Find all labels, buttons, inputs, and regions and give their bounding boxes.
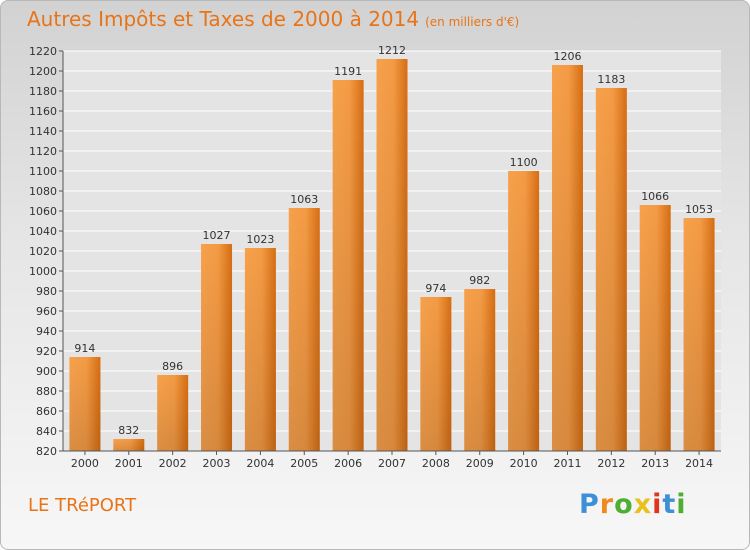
x-tick-label: 2001 bbox=[115, 457, 143, 470]
x-tick-label: 2000 bbox=[71, 457, 99, 470]
x-tick-label: 2003 bbox=[203, 457, 231, 470]
bar-value-label: 974 bbox=[425, 282, 446, 295]
bar-shade bbox=[201, 244, 233, 451]
y-tick-label: 900 bbox=[36, 365, 57, 378]
y-tick-label: 1200 bbox=[29, 65, 57, 78]
chart-title: Autres Impôts et Taxes de 2000 à 2014 (en… bbox=[27, 7, 519, 31]
bar-value-label: 1191 bbox=[334, 65, 362, 78]
y-tick-label: 860 bbox=[36, 405, 57, 418]
y-tick-label: 1020 bbox=[29, 245, 57, 258]
x-tick-label: 2006 bbox=[334, 457, 362, 470]
bars: 914 832 896 1027 1023 1063 1191 1212 974 982 1100 1… bbox=[69, 44, 715, 451]
logo-letter: r bbox=[599, 489, 615, 520]
bar-shade bbox=[288, 208, 320, 451]
bar-shade bbox=[464, 289, 496, 451]
chart-title-main: Autres Impôts et Taxes de 2000 à 2014 bbox=[27, 7, 420, 31]
y-tick-label: 820 bbox=[36, 445, 57, 458]
y-tick-label: 1080 bbox=[29, 185, 57, 198]
y-tick-label: 1060 bbox=[29, 205, 57, 218]
bar-value-label: 896 bbox=[162, 360, 183, 373]
y-tick-label: 840 bbox=[36, 425, 57, 438]
bar-value-label: 982 bbox=[469, 274, 490, 287]
bar-shade bbox=[551, 65, 583, 451]
y-tick-label: 980 bbox=[36, 285, 57, 298]
x-tick-label: 2008 bbox=[422, 457, 450, 470]
y-tick-label: 1180 bbox=[29, 85, 57, 98]
y-tick-label: 1120 bbox=[29, 145, 57, 158]
x-tick-label: 2002 bbox=[159, 457, 187, 470]
proxiti-logo: Proxiti bbox=[579, 489, 687, 520]
bar-value-label: 914 bbox=[74, 342, 95, 355]
logo-letter: P bbox=[579, 489, 600, 520]
y-tick-label: 1100 bbox=[29, 165, 57, 178]
bar-shade bbox=[113, 439, 145, 451]
logo-letter: i bbox=[652, 489, 663, 520]
bar-shade bbox=[639, 205, 671, 451]
place-name: LE TRéPORT bbox=[28, 495, 137, 516]
bar-shade bbox=[244, 248, 276, 451]
logo-letter: i bbox=[676, 489, 687, 520]
bar-value-label: 1212 bbox=[378, 44, 406, 57]
bar-shade bbox=[376, 59, 408, 451]
bar-value-label: 1183 bbox=[597, 73, 625, 86]
bar-shade bbox=[683, 218, 715, 451]
bar-value-label: 832 bbox=[118, 424, 139, 437]
bar-shade bbox=[157, 375, 189, 451]
bar-shade bbox=[420, 297, 452, 451]
bar-value-label: 1100 bbox=[510, 156, 538, 169]
y-tick-label: 940 bbox=[36, 325, 57, 338]
x-tick-label: 2010 bbox=[510, 457, 538, 470]
chart-subtitle: (en milliers d'€) bbox=[425, 15, 520, 29]
y-tick-label: 960 bbox=[36, 305, 57, 318]
x-tick-label: 2007 bbox=[378, 457, 406, 470]
y-tick-label: 920 bbox=[36, 345, 57, 358]
y-tick-label: 1000 bbox=[29, 265, 57, 278]
logo-letter: o bbox=[614, 489, 634, 520]
bar-value-label: 1053 bbox=[685, 203, 713, 216]
x-tick-label: 2004 bbox=[246, 457, 274, 470]
bar-value-label: 1023 bbox=[246, 233, 274, 246]
logo-letter: x bbox=[633, 489, 653, 520]
y-tick-label: 1140 bbox=[29, 125, 57, 138]
x-tick-label: 2013 bbox=[641, 457, 669, 470]
y-tick-label: 1040 bbox=[29, 225, 57, 238]
y-tick-label: 880 bbox=[36, 385, 57, 398]
bar-shade bbox=[508, 171, 540, 451]
x-tick-label: 2011 bbox=[553, 457, 581, 470]
bar-value-label: 1066 bbox=[641, 190, 669, 203]
x-tick-label: 2014 bbox=[685, 457, 713, 470]
bar-value-label: 1063 bbox=[290, 193, 318, 206]
logo-letter: t bbox=[662, 489, 677, 520]
x-tick-label: 2012 bbox=[597, 457, 625, 470]
y-tick-label: 1160 bbox=[29, 105, 57, 118]
bar-value-label: 1027 bbox=[203, 229, 231, 242]
x-tick-label: 2005 bbox=[290, 457, 318, 470]
y-tick-label: 1220 bbox=[29, 45, 57, 58]
bar-shade bbox=[332, 80, 364, 451]
x-tick-label: 2009 bbox=[466, 457, 494, 470]
bar-shade bbox=[595, 88, 627, 451]
bar-shade bbox=[69, 357, 101, 451]
axes: 820 840 860 880 900 920 940 960 980 1000 1020 1040 1… bbox=[29, 45, 721, 470]
bar-value-label: 1206 bbox=[553, 50, 581, 63]
